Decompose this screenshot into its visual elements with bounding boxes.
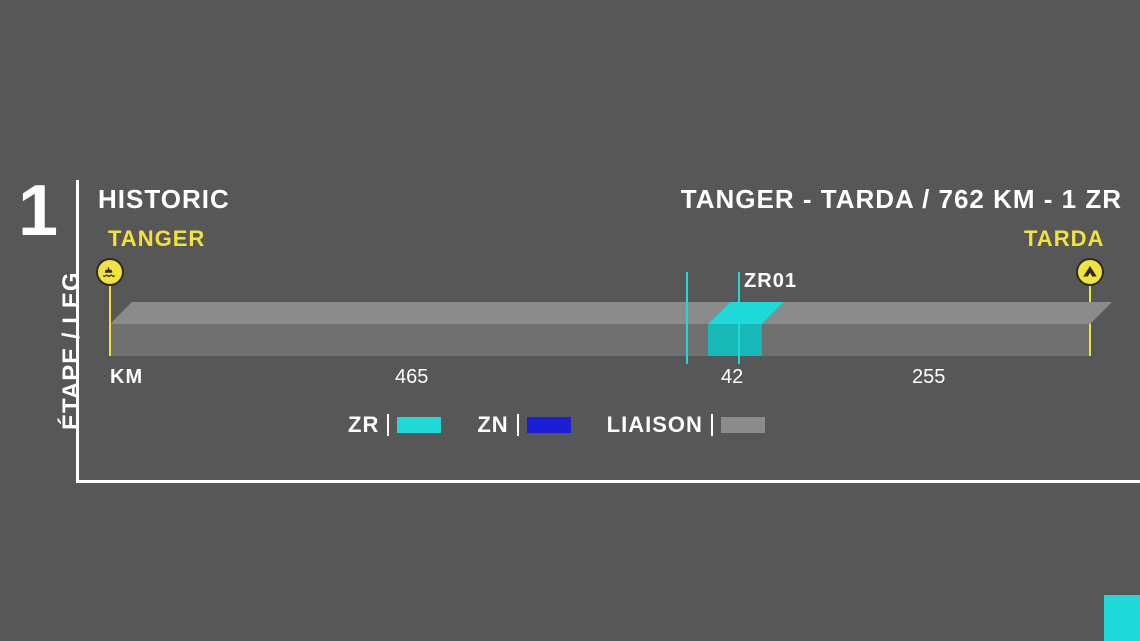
stage-side-label: ÉTAPE / LEG	[58, 271, 86, 430]
km-axis-label: KM	[110, 366, 143, 389]
legend-item-liaison: LIAISON	[607, 412, 765, 438]
legend-divider	[387, 414, 389, 436]
legend-swatch	[527, 417, 571, 433]
stage-number: 1	[18, 170, 58, 252]
liaison-segment-front	[110, 324, 708, 356]
end-marker	[1076, 258, 1104, 286]
corner-accent	[1104, 595, 1140, 641]
header-right: TANGER - TARDA / 762 KM - 1 ZR	[681, 184, 1122, 215]
end-endcap	[1089, 324, 1091, 356]
zr-guide-lines	[686, 272, 740, 364]
km-value: 255	[912, 366, 945, 389]
ship-icon	[101, 263, 119, 281]
start-endcap	[109, 324, 111, 356]
legend-label: ZN	[477, 412, 508, 438]
rule-horizontal	[76, 480, 1140, 483]
legend-label: ZR	[348, 412, 379, 438]
header-left: HISTORIC	[98, 184, 230, 215]
rule-vertical	[76, 180, 79, 480]
liaison-segment-top	[762, 302, 1112, 324]
end-city-label: TARDA	[1024, 226, 1104, 252]
km-value: 465	[395, 366, 428, 389]
stage-bar	[110, 302, 1090, 356]
start-marker	[96, 258, 124, 286]
legend-divider	[517, 414, 519, 436]
liaison-segment-front	[762, 324, 1090, 356]
liaison-segment-top	[110, 302, 730, 324]
legend-item-zn: ZN	[477, 412, 570, 438]
legend-swatch	[397, 417, 441, 433]
legend: ZR ZN LIAISON	[348, 412, 765, 438]
legend-label: LIAISON	[607, 412, 703, 438]
km-value: 42	[721, 366, 743, 389]
legend-item-zr: ZR	[348, 412, 441, 438]
zr-segment-label: ZR01	[744, 270, 797, 293]
tent-icon	[1081, 263, 1099, 281]
legend-swatch	[721, 417, 765, 433]
legend-divider	[711, 414, 713, 436]
start-city-label: TANGER	[108, 226, 205, 252]
